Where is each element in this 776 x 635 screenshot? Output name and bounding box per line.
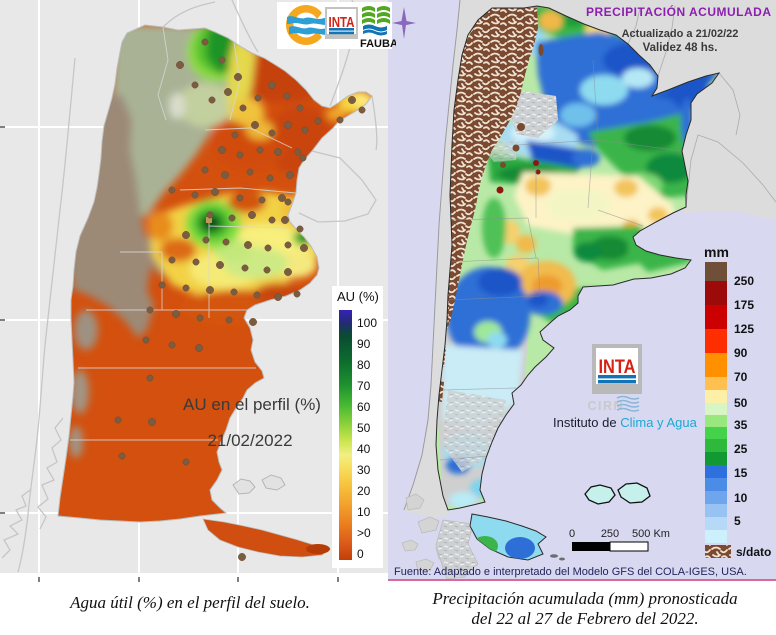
svg-text:100: 100 [357, 316, 377, 330]
svg-text:25: 25 [734, 442, 748, 456]
svg-text:250: 250 [734, 274, 754, 288]
svg-text:Validez 48 hs.: Validez 48 hs. [643, 42, 718, 54]
svg-text:FAUBA: FAUBA [360, 38, 396, 50]
svg-text:Fuente: Adaptado e interpretad: Fuente: Adaptado e interpretado del Mode… [394, 566, 747, 578]
svg-text:500 Km: 500 Km [632, 528, 670, 540]
svg-text:30: 30 [357, 463, 371, 477]
svg-text:90: 90 [734, 346, 748, 360]
svg-text:35: 35 [734, 418, 748, 432]
svg-text:>0: >0 [357, 526, 371, 540]
svg-text:CIRN: CIRN [587, 399, 624, 413]
svg-text:70: 70 [734, 370, 748, 384]
svg-text:5: 5 [734, 514, 741, 528]
svg-text:Actualizado a 21/02/22: Actualizado a 21/02/22 [622, 28, 739, 40]
svg-text:INTA: INTA [599, 357, 636, 378]
svg-text:10: 10 [734, 491, 748, 505]
svg-text:10: 10 [357, 505, 371, 519]
svg-text:40: 40 [357, 442, 371, 456]
svg-text:INTA: INTA [329, 14, 355, 31]
svg-text:s/dato: s/dato [736, 545, 771, 559]
svg-text:0: 0 [569, 528, 575, 540]
svg-text:175: 175 [734, 298, 754, 312]
svg-text:70: 70 [357, 379, 371, 393]
svg-text:15: 15 [734, 466, 748, 480]
svg-text:50: 50 [357, 421, 371, 435]
svg-text:21/02/2022: 21/02/2022 [207, 431, 292, 450]
svg-text:90: 90 [357, 337, 371, 351]
svg-text:AU en el perfil (%): AU en el perfil (%) [183, 395, 321, 414]
svg-text:125: 125 [734, 322, 754, 336]
svg-text:80: 80 [357, 358, 371, 372]
svg-text:AU (%): AU (%) [337, 289, 379, 304]
svg-text:20: 20 [357, 484, 371, 498]
svg-text:Instituto de Clima y Agua: Instituto de Clima y Agua [553, 415, 698, 430]
svg-text:50: 50 [734, 396, 748, 410]
svg-text:60: 60 [357, 400, 371, 414]
svg-text:0: 0 [357, 547, 364, 561]
svg-text:250: 250 [601, 528, 619, 540]
svg-text:mm: mm [704, 244, 729, 260]
svg-text:PRECIPITACIÓN ACUMULADA: PRECIPITACIÓN ACUMULADA [586, 4, 772, 19]
